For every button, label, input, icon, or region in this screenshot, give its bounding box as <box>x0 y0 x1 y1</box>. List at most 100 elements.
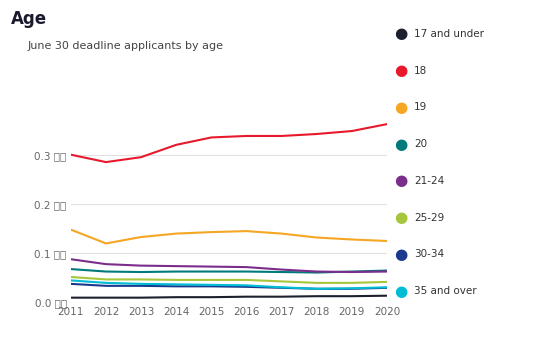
35 and over <box>173 282 179 286</box>
Line: 18: 18 <box>71 124 387 162</box>
Text: ●: ● <box>394 210 407 225</box>
18 <box>349 129 355 133</box>
30-34 <box>68 282 74 286</box>
21-24 <box>278 268 285 272</box>
20 <box>313 271 320 275</box>
Text: 35 and over: 35 and over <box>414 286 477 296</box>
Text: ●: ● <box>394 63 407 78</box>
Text: 19: 19 <box>414 102 427 113</box>
30-34 <box>349 287 355 291</box>
18 <box>138 155 144 159</box>
35 and over <box>208 283 215 287</box>
17 and under <box>208 295 215 299</box>
25-29 <box>384 280 390 284</box>
30-34 <box>243 285 250 289</box>
35 and over <box>384 285 390 289</box>
19 <box>243 229 250 233</box>
19 <box>208 230 215 234</box>
35 and over <box>68 278 74 283</box>
19 <box>278 232 285 236</box>
19 <box>138 235 144 239</box>
25-29 <box>278 279 285 284</box>
20 <box>68 267 74 271</box>
25-29 <box>208 278 215 282</box>
18 <box>173 143 179 147</box>
30-34 <box>173 284 179 288</box>
19 <box>384 239 390 243</box>
Text: ●: ● <box>394 247 407 262</box>
18 <box>384 122 390 126</box>
Line: 17 and under: 17 and under <box>71 296 387 298</box>
20 <box>349 270 355 274</box>
21-24 <box>173 264 179 268</box>
30-34 <box>102 284 109 288</box>
18 <box>278 134 285 138</box>
Text: 17 and under: 17 and under <box>414 29 484 39</box>
30-34 <box>208 284 215 288</box>
19 <box>173 232 179 236</box>
35 and over <box>102 281 109 285</box>
Text: ●: ● <box>394 173 407 188</box>
35 and over <box>278 285 285 289</box>
20 <box>208 270 215 274</box>
Text: 25-29: 25-29 <box>414 212 445 223</box>
30-34 <box>138 284 144 288</box>
20 <box>278 270 285 274</box>
Line: 19: 19 <box>71 230 387 243</box>
Line: 30-34: 30-34 <box>71 284 387 289</box>
17 and under <box>102 295 109 300</box>
25-29 <box>102 277 109 282</box>
30-34 <box>313 287 320 291</box>
21-24 <box>313 270 320 274</box>
19 <box>313 236 320 240</box>
17 and under <box>349 294 355 298</box>
Text: 20: 20 <box>414 139 427 149</box>
Line: 35 and over: 35 and over <box>71 280 387 289</box>
Text: June 30 deadline applicants by age: June 30 deadline applicants by age <box>27 41 223 51</box>
17 and under <box>384 294 390 298</box>
35 and over <box>243 283 250 287</box>
21-24 <box>102 262 109 266</box>
25-29 <box>313 281 320 285</box>
Line: 25-29: 25-29 <box>71 277 387 283</box>
21-24 <box>208 265 215 269</box>
20 <box>173 270 179 274</box>
18 <box>208 135 215 139</box>
Text: 18: 18 <box>414 66 427 76</box>
Text: ●: ● <box>394 100 407 115</box>
25-29 <box>138 277 144 282</box>
17 and under <box>138 295 144 300</box>
17 and under <box>278 295 285 299</box>
Text: Age: Age <box>11 10 47 28</box>
21-24 <box>243 265 250 269</box>
25-29 <box>243 278 250 282</box>
21-24 <box>384 270 390 274</box>
21-24 <box>68 257 74 261</box>
19 <box>68 227 74 232</box>
20 <box>138 270 144 274</box>
30-34 <box>278 286 285 290</box>
Text: ●: ● <box>394 27 407 41</box>
25-29 <box>68 275 74 279</box>
Line: 21-24: 21-24 <box>71 259 387 272</box>
19 <box>102 241 109 245</box>
35 and over <box>313 287 320 291</box>
17 and under <box>313 294 320 298</box>
18 <box>68 153 74 157</box>
17 and under <box>173 295 179 299</box>
20 <box>102 270 109 274</box>
35 and over <box>138 282 144 286</box>
21-24 <box>138 264 144 268</box>
18 <box>102 160 109 164</box>
21-24 <box>349 270 355 274</box>
20 <box>243 270 250 274</box>
30-34 <box>384 286 390 290</box>
25-29 <box>173 278 179 282</box>
Text: 21-24: 21-24 <box>414 176 445 186</box>
20 <box>384 269 390 273</box>
17 and under <box>243 295 250 299</box>
25-29 <box>349 281 355 285</box>
18 <box>243 134 250 138</box>
Text: ●: ● <box>394 284 407 299</box>
18 <box>313 132 320 136</box>
